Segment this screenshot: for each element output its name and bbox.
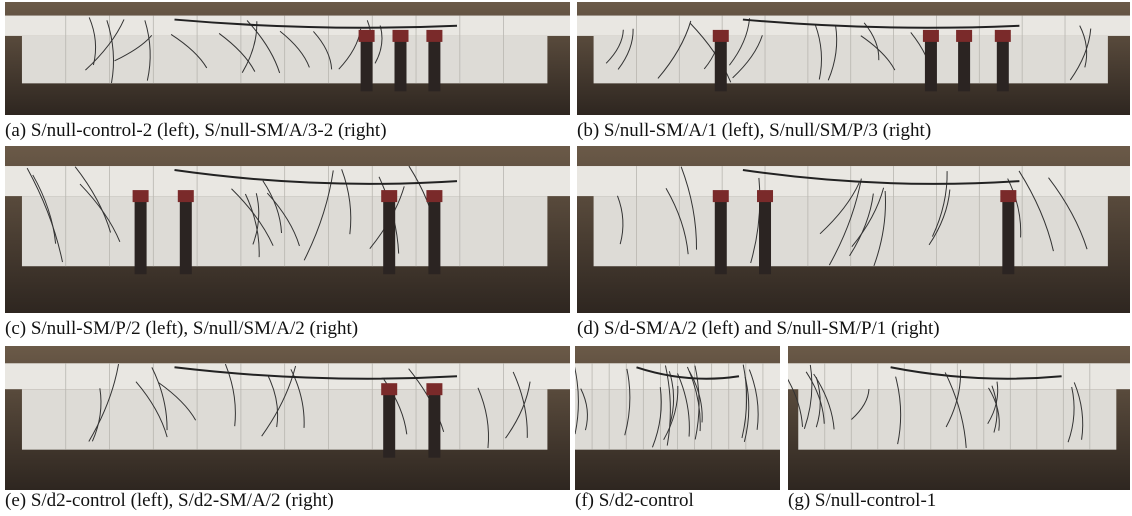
caption: (d) S/d-SM/A/2 (left) and S/null-SM/P/1 … — [577, 318, 940, 340]
photo — [575, 346, 780, 490]
photo — [577, 146, 1130, 313]
caption: (e) S/d2-control (left), S/d2-SM/A/2 (ri… — [5, 490, 334, 512]
beam-photo — [5, 346, 570, 490]
beam-photo — [788, 346, 1130, 490]
figure: (a) S/null-control-2 (left), S/null-SM/A… — [0, 0, 1132, 516]
photo — [5, 2, 570, 115]
caption: (b) S/null-SM/A/1 (left), S/null/SM/P/3 … — [577, 120, 931, 142]
beam-photo — [577, 146, 1130, 313]
photo — [788, 346, 1130, 490]
caption: (c) S/null-SM/P/2 (left), S/null/SM/A/2 … — [5, 318, 358, 340]
caption: (f) S/d2-control — [575, 490, 694, 512]
beam-photo — [577, 2, 1130, 115]
beam-photo — [5, 146, 570, 313]
caption: (a) S/null-control-2 (left), S/null-SM/A… — [5, 120, 387, 142]
beam-photo — [575, 346, 780, 490]
photo — [5, 346, 570, 490]
photo — [5, 146, 570, 313]
beam-photo — [5, 2, 570, 115]
photo — [577, 2, 1130, 115]
caption: (g) S/null-control-1 — [788, 490, 936, 512]
